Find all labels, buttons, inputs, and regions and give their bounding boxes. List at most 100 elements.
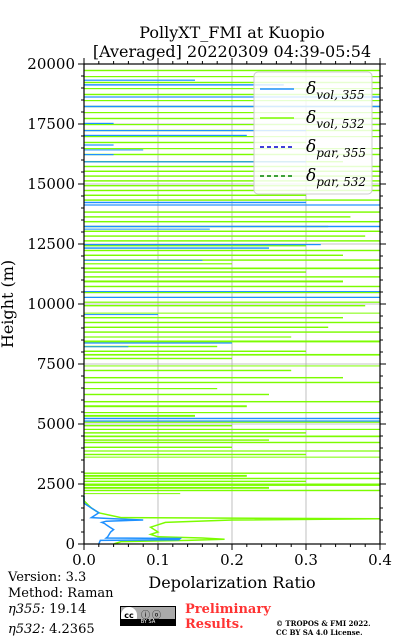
vol532-band-17: [84, 424, 232, 427]
by-sa-icon: ⓘⓞ: [141, 611, 164, 621]
vol532-band-65: [84, 180, 380, 182]
vol532-band-81: [84, 88, 380, 90]
vol532-band-35: [84, 331, 380, 333]
legend-label-2: δpar, 355: [306, 137, 366, 160]
vol355-band-21: [84, 105, 380, 108]
vol532-band-41: [84, 301, 380, 303]
vol532-band-11: [84, 446, 232, 448]
vol355-band-14: [84, 161, 306, 163]
vol532-band-51: [84, 254, 343, 256]
vol355-band-15: [84, 154, 114, 156]
chart-title-line1: PollyXT_FMI at Kuopio: [139, 23, 325, 42]
plot-area: [83, 63, 381, 545]
vol355-band-13: [84, 201, 306, 204]
vol532-band-48: [84, 267, 380, 270]
y-tick-label-6: 15000: [27, 175, 75, 193]
method-text: Method: Raman: [8, 586, 114, 601]
axes: 0 2500 5000 7500 10000 12500 15000 17500 20000 0.…: [27, 55, 392, 569]
vol532-band-6: [84, 474, 247, 477]
y-tick-label-4: 10000: [27, 295, 75, 313]
vol532-band-9: [84, 453, 306, 456]
vol532-band-22: [84, 400, 380, 403]
vol355-band-4: [84, 314, 158, 316]
legend: δvol, 355 δvol, 532 δpar, 355 δpar, 532: [253, 71, 373, 195]
vol532-band-32: [84, 345, 218, 348]
series-line-0: [83, 496, 183, 545]
vol532-band-72: [84, 141, 306, 144]
vol532-band-76: [84, 117, 380, 120]
vol532-band-56: [84, 230, 380, 232]
vol532-band-14: [84, 435, 380, 438]
vol532-band-26: [84, 376, 343, 379]
x-tick-label-4: 0.4: [368, 551, 392, 569]
vol532-band-3: [84, 483, 380, 486]
vol355-band-12: [84, 204, 380, 206]
vol532-band-45: [84, 280, 343, 283]
vol532-band-50: [84, 259, 380, 261]
vol355-band-24: [84, 79, 195, 81]
vol532-band-83: [84, 76, 380, 78]
vol532-band-5: [84, 477, 380, 480]
vol532-band-37: [84, 321, 380, 324]
vol355-band-18: [84, 134, 247, 136]
vol532-band-79: [84, 100, 380, 102]
version-text: Version: 3.3: [8, 570, 87, 585]
vol355-band-23: [84, 84, 284, 86]
vol532-band-61: [84, 199, 380, 201]
vol532-band-24: [84, 388, 218, 390]
vol355-band-20: [84, 122, 114, 124]
vol532-band-0: [84, 493, 181, 495]
vol532-band-54: [84, 240, 380, 242]
vol532-band-73: [84, 136, 380, 138]
vol532-band-25: [84, 381, 380, 384]
vol532-band-47: [84, 271, 306, 273]
vol532-band-33: [84, 340, 380, 343]
y-tick-label-2: 5000: [37, 415, 75, 433]
legend-label-1: δvol, 532: [306, 108, 365, 131]
x-tick-label-2: 0.2: [220, 551, 244, 569]
vol355-band-0: [84, 420, 380, 422]
vol355-band-7: [84, 259, 203, 261]
vol532-band-30: [84, 353, 380, 356]
vol355-band-19: [84, 130, 306, 132]
vol355-band-1: [84, 417, 380, 420]
vol532-band-18: [84, 421, 380, 423]
chart-title-line2: [Averaged] 20220309 04:39-05:54: [93, 42, 371, 61]
vol532-band-55: [84, 235, 366, 237]
vol532-band-75: [84, 124, 380, 126]
vol532-band-36: [84, 326, 329, 328]
vol532-band-64: [84, 184, 380, 187]
vol532-band-34: [84, 336, 292, 338]
vol532-band-4: [84, 480, 306, 483]
x-tick-label-3: 0.3: [294, 551, 318, 569]
vol532-band-66: [84, 175, 380, 177]
y-tick-label-0: 0: [65, 535, 75, 553]
vol532-band-28: [84, 365, 380, 367]
vol532-band-12: [84, 441, 380, 444]
eta355-label: η355:: [8, 602, 45, 617]
vol355-band-6: [84, 291, 380, 293]
vol532-band-71: [84, 148, 380, 150]
x-axis-label: Depolarization Ratio: [148, 573, 315, 592]
x-tick-label-1: 0.1: [146, 551, 170, 569]
legend-label-0: δvol, 355: [306, 79, 365, 102]
eta532-label: η532:: [8, 622, 45, 637]
preliminary-line1: Preliminary: [185, 602, 271, 617]
vol532-band-52: [84, 249, 380, 252]
copyright-line2: CC BY SA 4.0 License.: [276, 628, 363, 637]
vol355-band-9: [84, 244, 321, 246]
vol532-band-40: [84, 304, 366, 307]
vol355-band-22: [84, 96, 380, 98]
preliminary-notice: Preliminary Results.: [185, 602, 271, 632]
vol355-band-11: [84, 225, 380, 228]
vol532-band-43: [84, 292, 380, 294]
vol532-band-53: [84, 244, 306, 247]
vol532-band-82: [84, 81, 380, 84]
vol532-band-58: [84, 220, 380, 223]
x-tick-label-0: 0.0: [72, 551, 96, 569]
legend-box: [253, 71, 373, 195]
cc-badge-text: BY SA: [121, 619, 175, 625]
vol532-band-21: [84, 405, 247, 408]
vol532-band-84: [84, 69, 380, 72]
